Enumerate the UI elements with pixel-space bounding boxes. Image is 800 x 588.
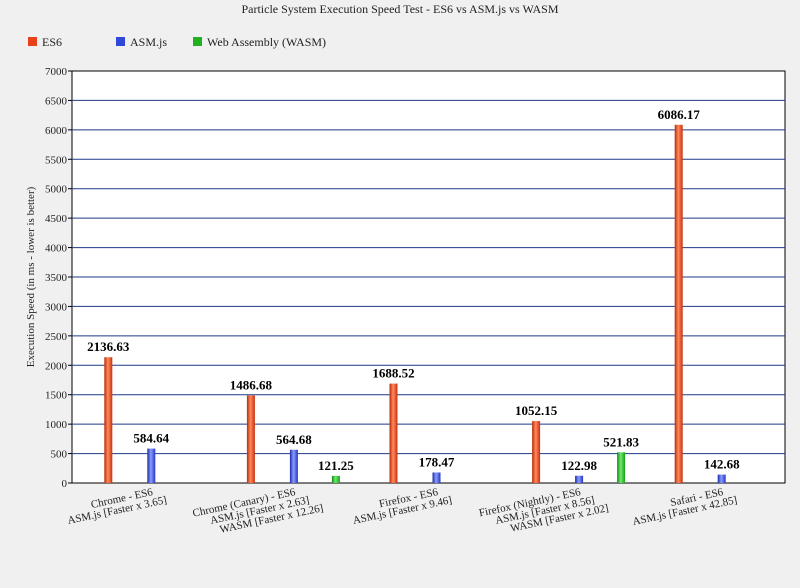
data-label: 564.68 [276, 432, 312, 447]
bar-es6-1 [246, 395, 255, 483]
y-tick-label: 1000 [45, 419, 68, 431]
y-tick-label: 3000 [45, 301, 68, 313]
y-tick-label: 6500 [45, 95, 68, 107]
data-labels: 2136.63 584.64 1486.68 564.68 121.25 1688.52 1… [87, 107, 740, 473]
bar-asm-js-3 [575, 475, 584, 483]
data-label: 584.64 [133, 431, 169, 446]
bar-web-assembly-wasm--3 [617, 452, 626, 483]
legend-label-0: ES6 [42, 35, 62, 49]
y-tick-label: 5000 [45, 184, 68, 196]
gridlines [72, 99, 785, 455]
data-label: 1052.15 [515, 403, 558, 418]
data-label: 178.47 [419, 454, 455, 469]
bar-asm-js-0 [147, 448, 156, 483]
legend: ES6 ASM.js Web Assembly (WASM) [28, 35, 326, 49]
bar-es6-3 [532, 421, 541, 483]
chart-title: Particle System Execution Speed Test - E… [241, 2, 558, 16]
bar-es6-0 [104, 357, 113, 483]
bar-web-assembly-wasm--1 [331, 475, 340, 483]
bars [104, 124, 726, 483]
data-label: 1688.52 [372, 366, 414, 381]
data-label: 142.68 [704, 457, 740, 472]
y-tick-label: 2500 [45, 331, 68, 343]
data-label: 121.25 [318, 458, 354, 473]
y-axis-label: Execution Speed (in ms - lower is better… [25, 186, 37, 367]
data-label: 122.98 [561, 458, 597, 473]
data-label: 1486.68 [230, 377, 273, 392]
y-tick-label: 7000 [45, 66, 68, 78]
bar-asm-js-1 [289, 449, 298, 483]
bar-es6-4 [674, 124, 683, 483]
data-label: 2136.63 [87, 339, 130, 354]
bar-es6-2 [389, 383, 398, 483]
legend-label-2: Web Assembly (WASM) [207, 35, 326, 49]
legend-swatch-2 [193, 37, 202, 46]
y-axis-ticks: 0 500 1000 1500 2000 2500 3000 3500 4000 4500 5000… [45, 66, 72, 490]
legend-label-1: ASM.js [130, 35, 167, 49]
bar-asm-js-2 [432, 472, 441, 483]
y-tick-label: 500 [51, 449, 68, 461]
legend-swatch-1 [116, 37, 125, 46]
y-tick-label: 6000 [45, 125, 68, 137]
y-tick-label: 5500 [45, 154, 68, 166]
y-tick-label: 4000 [45, 243, 68, 255]
y-tick-label: 4500 [45, 213, 68, 225]
y-tick-label: 1500 [45, 390, 68, 402]
y-tick-label: 2000 [45, 360, 68, 372]
legend-swatch-0 [28, 37, 37, 46]
data-label: 6086.17 [658, 107, 701, 122]
bar-asm-js-4 [717, 474, 726, 483]
y-tick-label: 0 [62, 478, 68, 490]
y-tick-label: 3500 [45, 272, 68, 284]
data-label: 521.83 [603, 434, 639, 449]
